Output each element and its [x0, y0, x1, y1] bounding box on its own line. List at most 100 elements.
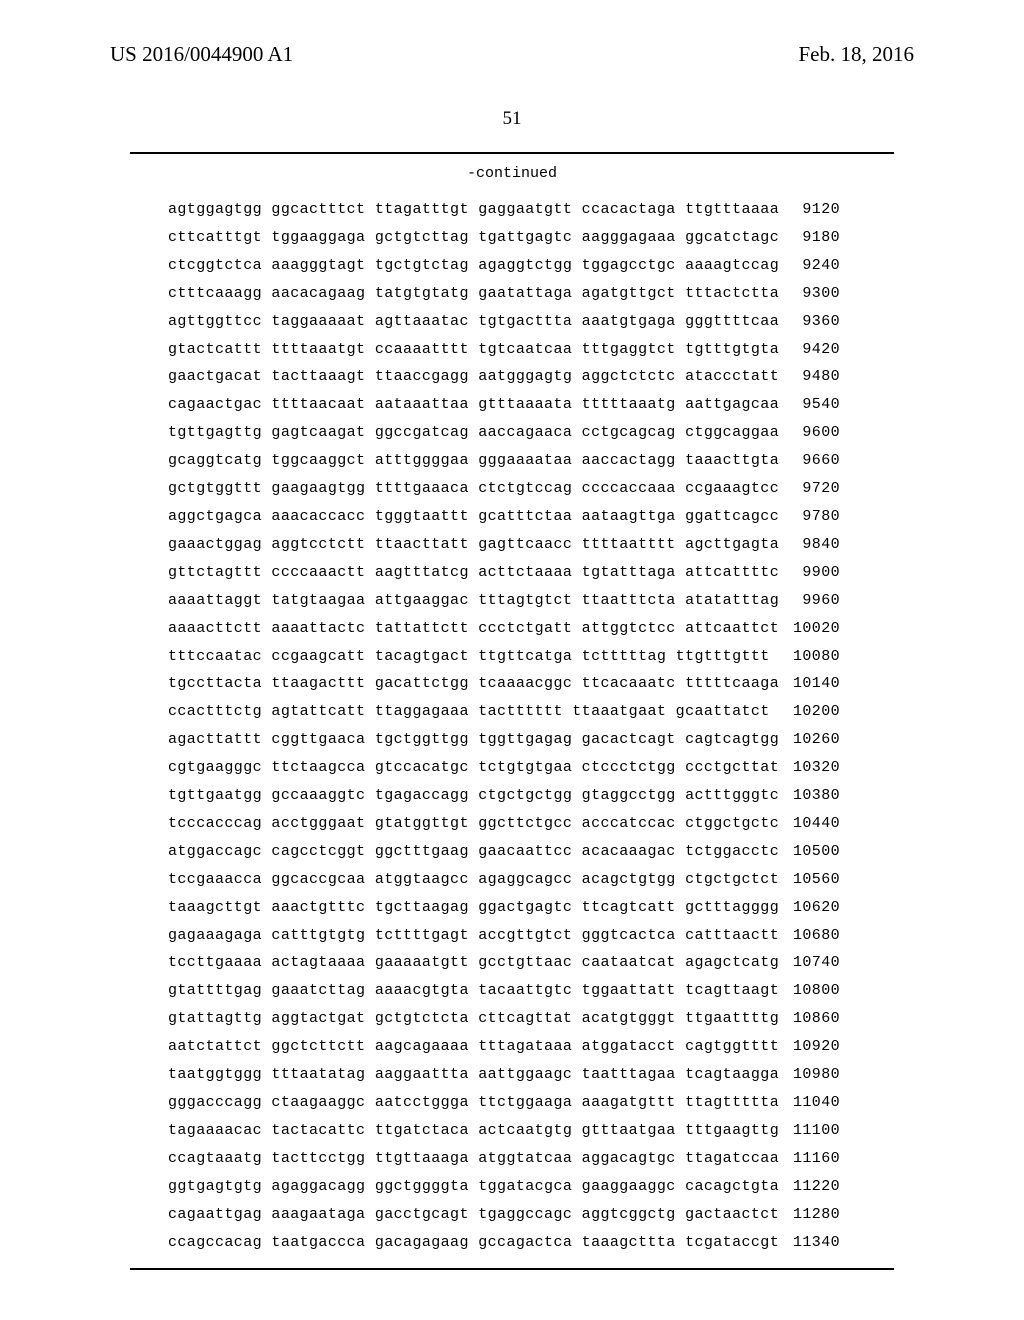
sequence-text: gtattttgag gaaatcttag aaaacgtgta tacaatt…: [168, 977, 768, 1005]
sequence-row: tagaaaacac tactacattc ttgatctaca actcaat…: [168, 1117, 840, 1145]
sequence-row: cttcatttgt tggaaggaga gctgtcttag tgattga…: [168, 224, 840, 252]
sequence-position: 9360: [768, 308, 840, 336]
sequence-text: cagaactgac ttttaacaat aataaattaa gtttaaa…: [168, 391, 768, 419]
sequence-position: 10500: [768, 838, 840, 866]
sequence-text: ctcggtctca aaagggtagt tgctgtctag agaggtc…: [168, 252, 768, 280]
sequence-position: 10980: [768, 1061, 840, 1089]
sequence-position: 9780: [768, 503, 840, 531]
header-date: Feb. 18, 2016: [799, 42, 915, 67]
sequence-text: ctttcaaagg aacacagaag tatgtgtatg gaatatt…: [168, 280, 768, 308]
sequence-row: agacttattt cggttgaaca tgctggttgg tggttga…: [168, 726, 840, 754]
sequence-position: 11220: [768, 1173, 840, 1201]
sequence-row: ccactttctg agtattcatt ttaggagaaa tactttt…: [168, 698, 840, 726]
sequence-text: gaactgacat tacttaaagt ttaaccgagg aatggga…: [168, 363, 768, 391]
sequence-position: 10740: [768, 949, 840, 977]
sequence-text: tccgaaacca ggcaccgcaa atggtaagcc agaggca…: [168, 866, 768, 894]
sequence-text: gcaggtcatg tggcaaggct atttggggaa gggaaaa…: [168, 447, 768, 475]
sequence-row: tttccaatac ccgaagcatt tacagtgact ttgttca…: [168, 643, 840, 671]
sequence-position: 9840: [768, 531, 840, 559]
sequence-text: agacttattt cggttgaaca tgctggttgg tggttga…: [168, 726, 768, 754]
sequence-row: tgttgagttg gagtcaagat ggccgatcag aaccaga…: [168, 419, 840, 447]
sequence-text: tgttgaatgg gccaaaggtc tgagaccagg ctgctgc…: [168, 782, 768, 810]
page: US 2016/0044900 A1 Feb. 18, 2016 51 -con…: [0, 0, 1024, 1320]
sequence-text: cttcatttgt tggaaggaga gctgtcttag tgattga…: [168, 224, 768, 252]
sequence-position: 9600: [768, 419, 840, 447]
sequence-position: 11280: [768, 1201, 840, 1229]
sequence-position: 10560: [768, 866, 840, 894]
header-patent-id: US 2016/0044900 A1: [110, 42, 293, 67]
sequence-position: 10320: [768, 754, 840, 782]
sequence-row: gtattttgag gaaatcttag aaaacgtgta tacaatt…: [168, 977, 840, 1005]
sequence-position: 9720: [768, 475, 840, 503]
sequence-position: 10140: [768, 670, 840, 698]
sequence-position: 10380: [768, 782, 840, 810]
sequence-position: 11160: [768, 1145, 840, 1173]
sequence-position: 11340: [768, 1229, 840, 1257]
sequence-text: tagaaaacac tactacattc ttgatctaca actcaat…: [168, 1117, 768, 1145]
sequence-text: aaaattaggt tatgtaagaa attgaaggac tttagtg…: [168, 587, 768, 615]
sequence-position: 9120: [768, 196, 840, 224]
sequence-text: tcccacccag acctgggaat gtatggttgt ggcttct…: [168, 810, 768, 838]
sequence-text: atggaccagc cagcctcggt ggctttgaag gaacaat…: [168, 838, 768, 866]
sequence-row: agtggagtgg ggcactttct ttagatttgt gaggaat…: [168, 196, 840, 224]
sequence-row: gctgtggttt gaagaagtgg ttttgaaaca ctctgtc…: [168, 475, 840, 503]
sequence-position: 9960: [768, 587, 840, 615]
sequence-row: gggacccagg ctaagaaggc aatcctggga ttctgga…: [168, 1089, 840, 1117]
sequence-position: 11040: [768, 1089, 840, 1117]
sequence-row: atggaccagc cagcctcggt ggctttgaag gaacaat…: [168, 838, 840, 866]
sequence-row: tgttgaatgg gccaaaggtc tgagaccagg ctgctgc…: [168, 782, 840, 810]
sequence-row: gtactcattt ttttaaatgt ccaaaatttt tgtcaat…: [168, 336, 840, 364]
continued-label: -continued: [0, 165, 1024, 182]
sequence-row: agttggttcc taggaaaaat agttaaatac tgtgact…: [168, 308, 840, 336]
sequence-row: tccgaaacca ggcaccgcaa atggtaagcc agaggca…: [168, 866, 840, 894]
sequence-text: taaagcttgt aaactgtttc tgcttaagag ggactga…: [168, 894, 768, 922]
rule-bottom: [130, 1268, 894, 1270]
sequence-position: 10020: [768, 615, 840, 643]
sequence-text: gtactcattt ttttaaatgt ccaaaatttt tgtcaat…: [168, 336, 768, 364]
sequence-text: aggctgagca aaacaccacc tgggtaattt gcatttc…: [168, 503, 768, 531]
sequence-row: ccagccacag taatgaccca gacagagaag gccagac…: [168, 1229, 840, 1257]
sequence-text: taatggtggg tttaatatag aaggaattta aattgga…: [168, 1061, 768, 1089]
sequence-text: cagaattgag aaagaataga gacctgcagt tgaggcc…: [168, 1201, 768, 1229]
sequence-row: cagaattgag aaagaataga gacctgcagt tgaggcc…: [168, 1201, 840, 1229]
sequence-position: 9900: [768, 559, 840, 587]
sequence-text: aaaacttctt aaaattactc tattattctt ccctctg…: [168, 615, 768, 643]
sequence-position: 10200: [768, 698, 840, 726]
sequence-position: 9240: [768, 252, 840, 280]
sequence-text: gtattagttg aggtactgat gctgtctcta cttcagt…: [168, 1005, 768, 1033]
sequence-position: 10080: [768, 643, 840, 671]
sequence-row: gtattagttg aggtactgat gctgtctcta cttcagt…: [168, 1005, 840, 1033]
sequence-position: 9300: [768, 280, 840, 308]
sequence-text: gctgtggttt gaagaagtgg ttttgaaaca ctctgtc…: [168, 475, 768, 503]
sequence-row: aaaacttctt aaaattactc tattattctt ccctctg…: [168, 615, 840, 643]
sequence-position: 10920: [768, 1033, 840, 1061]
sequence-position: 9480: [768, 363, 840, 391]
sequence-row: ctttcaaagg aacacagaag tatgtgtatg gaatatt…: [168, 280, 840, 308]
sequence-position: 9420: [768, 336, 840, 364]
sequence-text: ccactttctg agtattcatt ttaggagaaa tactttt…: [168, 698, 768, 726]
sequence-text: ggtgagtgtg agaggacagg ggctggggta tggatac…: [168, 1173, 768, 1201]
sequence-text: gttctagttt ccccaaactt aagtttatcg acttcta…: [168, 559, 768, 587]
sequence-position: 10440: [768, 810, 840, 838]
sequence-position: 11100: [768, 1117, 840, 1145]
sequence-position: 10860: [768, 1005, 840, 1033]
sequence-text: aatctattct ggctcttctt aagcagaaaa tttagat…: [168, 1033, 768, 1061]
sequence-row: aatctattct ggctcttctt aagcagaaaa tttagat…: [168, 1033, 840, 1061]
sequence-text: cgtgaagggc ttctaagcca gtccacatgc tctgtgt…: [168, 754, 768, 782]
sequence-row: gaaactggag aggtcctctt ttaacttatt gagttca…: [168, 531, 840, 559]
sequence-position: 9660: [768, 447, 840, 475]
sequence-text: gagaaagaga catttgtgtg tcttttgagt accgttg…: [168, 922, 768, 950]
sequence-position: 10680: [768, 922, 840, 950]
sequence-position: 10620: [768, 894, 840, 922]
sequence-row: tccttgaaaa actagtaaaa gaaaaatgtt gcctgtt…: [168, 949, 840, 977]
rule-top: [130, 152, 894, 154]
sequence-text: agttggttcc taggaaaaat agttaaatac tgtgact…: [168, 308, 768, 336]
sequence-position: 10260: [768, 726, 840, 754]
sequence-text: gaaactggag aggtcctctt ttaacttatt gagttca…: [168, 531, 768, 559]
sequence-position: 9180: [768, 224, 840, 252]
sequence-row: tgccttacta ttaagacttt gacattctgg tcaaaac…: [168, 670, 840, 698]
sequence-row: ccagtaaatg tacttcctgg ttgttaaaga atggtat…: [168, 1145, 840, 1173]
sequence-row: tcccacccag acctgggaat gtatggttgt ggcttct…: [168, 810, 840, 838]
sequence-position: 9540: [768, 391, 840, 419]
sequence-text: tccttgaaaa actagtaaaa gaaaaatgtt gcctgtt…: [168, 949, 768, 977]
